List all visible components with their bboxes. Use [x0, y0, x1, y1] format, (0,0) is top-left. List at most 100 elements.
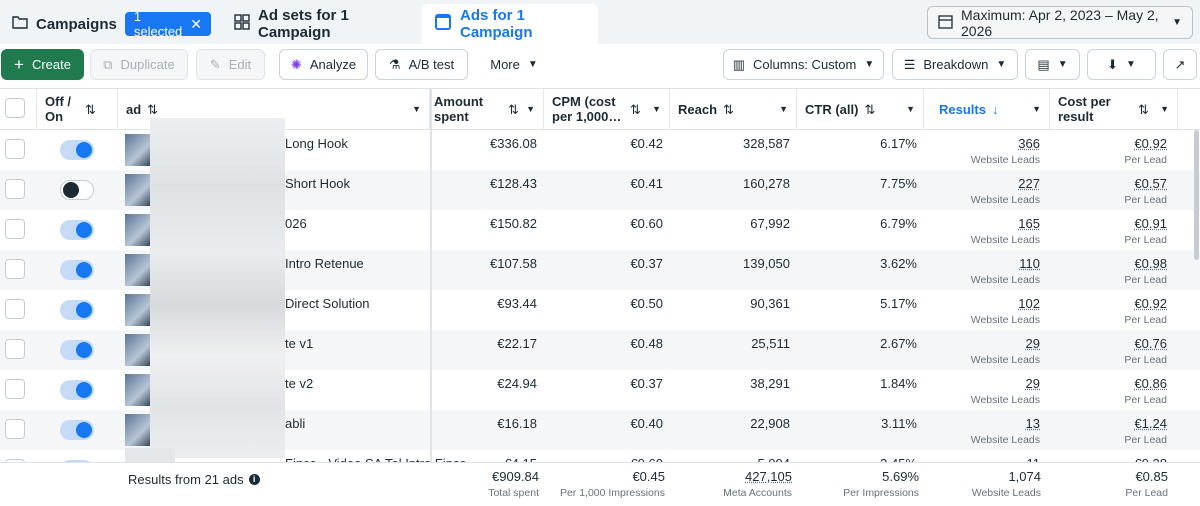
cost-per-result-value[interactable]: €0.38 [1134, 456, 1167, 462]
row-checkbox[interactable] [5, 179, 25, 199]
chevron-down-icon[interactable]: ▼ [526, 103, 535, 114]
row-checkbox[interactable] [5, 259, 25, 279]
cost-per-result-value[interactable]: €0.91 [1134, 216, 1167, 231]
row-checkbox[interactable] [5, 219, 25, 239]
table-row[interactable]: 026 €150.82 €0.60 67,992 6.79% 165 Websi… [0, 210, 1200, 250]
results-value[interactable]: 13 [1025, 416, 1040, 431]
ad-name[interactable]: Direct Solution [285, 296, 370, 311]
selected-badge[interactable]: 1 selected ✕ [124, 9, 212, 39]
results-value[interactable]: 366 [1018, 136, 1040, 151]
header-off-on[interactable]: Off / On ⇅ [37, 89, 118, 129]
sort-icon[interactable]: ⇅ [723, 101, 734, 117]
ad-thumbnail[interactable] [125, 214, 151, 246]
results-value[interactable]: 29 [1025, 336, 1040, 351]
header-reach[interactable]: Reach ⇅ ▼ [670, 89, 797, 129]
cost-per-result-value[interactable]: €1.24 [1134, 416, 1167, 431]
delivery-toggle[interactable] [60, 300, 94, 320]
delivery-toggle[interactable] [60, 180, 94, 200]
sort-icon[interactable]: ⇅ [508, 101, 519, 117]
ad-name[interactable]: Finco - Video SA Tel Intro Finco [285, 456, 467, 462]
delivery-toggle[interactable] [60, 460, 94, 462]
chevron-down-icon[interactable]: ▼ [1160, 103, 1169, 114]
results-value[interactable]: 102 [1018, 296, 1040, 311]
cost-per-result-value[interactable]: €0.92 [1134, 296, 1167, 311]
delivery-toggle[interactable] [60, 380, 94, 400]
results-value[interactable]: 110 [1019, 256, 1040, 271]
header-ad[interactable]: ad ⇅ ▼ [118, 89, 430, 129]
ad-thumbnail[interactable] [125, 294, 151, 326]
chevron-down-icon[interactable]: ▼ [652, 103, 661, 114]
delivery-toggle[interactable] [60, 420, 94, 440]
ad-thumbnail[interactable] [125, 414, 151, 446]
sort-icon[interactable]: ⇅ [1138, 101, 1149, 117]
header-results[interactable]: Results ↓ ▼ [924, 89, 1050, 129]
reports-button[interactable]: ▤ ▼ [1025, 49, 1080, 80]
table-row[interactable]: te v2 €24.94 €0.37 38,291 1.84% 29 Websi… [0, 370, 1200, 410]
cost-per-result-value[interactable]: €0.86 [1134, 376, 1167, 391]
header-amount-spent[interactable]: Amount spent ⇅ ▼ [432, 89, 544, 129]
delivery-toggle[interactable] [60, 260, 94, 280]
select-all-checkbox[interactable] [5, 98, 25, 118]
sort-icon[interactable]: ⇅ [85, 101, 96, 117]
edit-button[interactable]: ✎ Edit [196, 49, 265, 80]
ad-thumbnail[interactable] [125, 174, 151, 206]
results-value[interactable]: 227 [1018, 176, 1040, 191]
chevron-down-icon[interactable]: ▼ [412, 103, 421, 114]
analyze-button[interactable]: ✺ Analyze [279, 49, 368, 80]
sort-icon[interactable]: ⇅ [864, 101, 876, 117]
cost-per-result-value[interactable]: €0.76 [1134, 336, 1167, 351]
cost-per-result-value[interactable]: €0.92 [1134, 136, 1167, 151]
row-checkbox[interactable] [5, 459, 25, 462]
cost-per-result-value[interactable]: €0.57 [1134, 176, 1167, 191]
row-checkbox[interactable] [5, 139, 25, 159]
row-checkbox[interactable] [5, 299, 25, 319]
ad-thumbnail[interactable] [125, 134, 151, 166]
header-cost-per-result[interactable]: Cost per result ⇅ ▼ [1050, 89, 1178, 129]
delivery-toggle[interactable] [60, 140, 94, 160]
breakdown-button[interactable]: ☰ Breakdown ▼ [892, 49, 1018, 80]
close-icon[interactable]: ✕ [190, 15, 203, 32]
ad-name[interactable]: Long Hook [285, 136, 348, 151]
tab-campaigns[interactable]: Campaigns 1 selected ✕ [0, 4, 214, 44]
ad-name[interactable]: Short Hook [285, 176, 351, 191]
row-checkbox[interactable] [5, 379, 25, 399]
date-range-picker[interactable]: Maximum: Apr 2, 2023 – May 2, 2026 ▼ [927, 6, 1193, 39]
chevron-down-icon[interactable]: ▼ [906, 103, 915, 114]
export-button[interactable]: ⬇ ▼ [1087, 49, 1156, 80]
sort-icon[interactable]: ⇅ [147, 101, 159, 117]
table-row[interactable]: Direct Solution €93.44 €0.50 90,361 5.17… [0, 290, 1200, 330]
cost-per-result-value[interactable]: €0.98 [1134, 256, 1167, 271]
ad-name[interactable]: te v2 [285, 376, 314, 391]
results-value[interactable]: 165 [1018, 216, 1040, 231]
duplicate-button[interactable]: ⧉ Duplicate [90, 49, 188, 80]
chevron-down-icon[interactable]: ▼ [779, 103, 788, 114]
ad-name[interactable]: 026 [285, 216, 307, 231]
more-button[interactable]: More ▼ [478, 49, 550, 80]
columns-button[interactable]: ▥ Columns: Custom ▼ [723, 49, 884, 80]
delivery-toggle[interactable] [60, 340, 94, 360]
delivery-toggle[interactable] [60, 220, 94, 240]
tab-ad-sets[interactable]: Ad sets for 1 Campaign [222, 4, 416, 44]
ad-thumbnail[interactable] [125, 374, 151, 406]
sort-desc-icon[interactable]: ↓ [991, 101, 999, 117]
row-checkbox[interactable] [5, 339, 25, 359]
results-value[interactable]: 29 [1025, 376, 1040, 391]
chart-button[interactable]: ↗ [1163, 49, 1197, 80]
info-icon[interactable]: i [248, 474, 260, 485]
ad-name[interactable]: Intro Retenue [285, 256, 364, 271]
ad-name[interactable]: te v1 [285, 336, 314, 351]
results-value[interactable]: 11 [1027, 456, 1041, 462]
table-row[interactable]: Long Hook €336.08 €0.42 328,587 6.17% 36… [0, 130, 1200, 170]
vertical-scrollbar[interactable] [1194, 130, 1199, 260]
header-ctr[interactable]: CTR (all) ⇅ ▼ [797, 89, 924, 129]
header-cpm[interactable]: CPM (cost per 1,000… ⇅ ▼ [544, 89, 670, 129]
ad-name[interactable]: abli [285, 416, 306, 431]
ab-test-button[interactable]: ⚗ A/B test [375, 49, 468, 80]
row-checkbox[interactable] [5, 419, 25, 439]
ad-thumbnail[interactable] [125, 334, 151, 366]
chevron-down-icon[interactable]: ▼ [1032, 103, 1041, 114]
ad-thumbnail[interactable] [125, 254, 151, 286]
sort-icon[interactable]: ⇅ [630, 101, 641, 117]
create-button[interactable]: + Create [1, 49, 84, 80]
tab-ads[interactable]: Ads for 1 Campaign [422, 4, 598, 44]
